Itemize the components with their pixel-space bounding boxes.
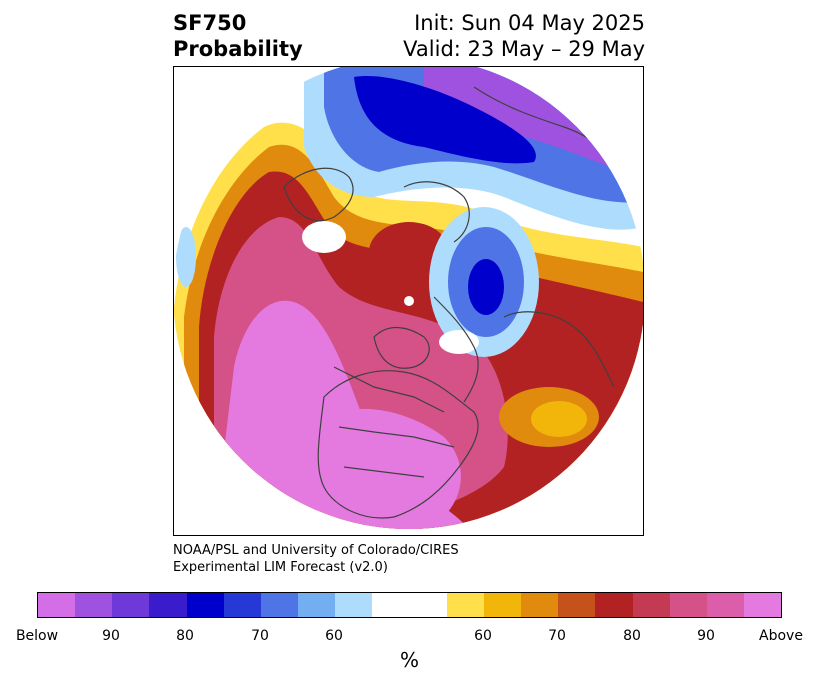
colorbar-segment — [409, 593, 447, 617]
colorbar-tick-label: Below — [15, 628, 59, 644]
probability-field — [174, 67, 643, 529]
colorbar-tick-label: Above — [759, 628, 803, 644]
credit-line-2: Experimental LIM Forecast (v2.0) — [173, 560, 388, 575]
colorbar-segment — [632, 593, 670, 617]
coastlines — [283, 86, 635, 519]
colorbar-segment — [223, 593, 261, 617]
colorbar-tick-label: 60 — [474, 628, 492, 644]
colorbar-tick-label: 90 — [102, 628, 120, 644]
colorbar-segment — [38, 593, 76, 617]
colorbar-segment — [669, 593, 707, 617]
probability-label: Probability — [173, 37, 303, 61]
colorbar — [37, 592, 782, 618]
colorbar-tick-label: 80 — [623, 628, 641, 644]
colorbar-segment — [149, 593, 187, 617]
colorbar-segment — [335, 593, 373, 617]
colorbar-segment — [260, 593, 299, 617]
neutral-zone-2 — [439, 330, 479, 354]
colorbar-segment — [706, 593, 744, 617]
init-date: Init: Sun 04 May 2025 — [414, 11, 645, 35]
colorbar-unit: % — [399, 648, 419, 672]
colorbar-segment — [112, 593, 150, 617]
map-title: SF750 Probability — [173, 10, 303, 62]
warm-core-north — [369, 222, 449, 282]
polar-map — [173, 66, 644, 536]
valid-range: Valid: 23 May – 29 May — [403, 37, 645, 61]
colorbar-segment — [372, 593, 410, 617]
credit-text: NOAA/PSL and University of Colorado/CIRE… — [173, 542, 459, 576]
colorbar-segment — [298, 593, 336, 617]
forecast-dates: Init: Sun 04 May 2025 Valid: 23 May – 29… — [403, 10, 645, 62]
colorbar-segment — [558, 593, 596, 617]
colorbar-tick-label: 70 — [251, 628, 269, 644]
cool-pocket-core — [468, 259, 504, 315]
pole-point — [404, 296, 414, 306]
cool-pocket-west — [176, 227, 196, 287]
colorbar-tick-label: 90 — [697, 628, 715, 644]
colorbar-segment — [186, 593, 224, 617]
colorbar-segment — [446, 593, 484, 617]
variable-label: SF750 — [173, 11, 247, 35]
colorbar-tick-label: 60 — [325, 628, 343, 644]
colorbar-segment — [75, 593, 113, 617]
credit-line-1: NOAA/PSL and University of Colorado/CIRE… — [173, 543, 459, 558]
colorbar-segment — [743, 593, 782, 617]
colorbar-segment — [483, 593, 522, 617]
colorbar-segment — [595, 593, 633, 617]
cool-core-deep — [354, 76, 536, 164]
neutral-zone-1 — [302, 221, 346, 253]
colorbar-segment — [521, 593, 559, 617]
colorbar-tick-label: 80 — [176, 628, 194, 644]
warm-core-east-inner — [531, 401, 587, 437]
colorbar-ticks: Below 90 80 70 60 60 70 80 90 Above — [0, 628, 819, 648]
colorbar-tick-label: 70 — [548, 628, 566, 644]
